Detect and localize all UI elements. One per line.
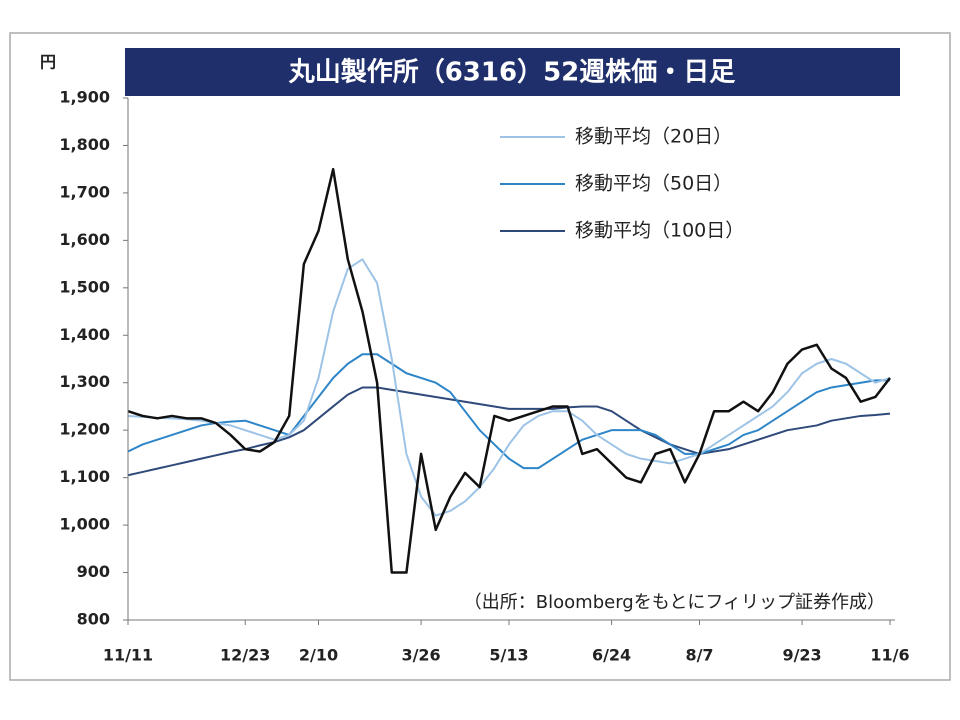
x-tick-label: 3/26 xyxy=(401,646,440,665)
frame xyxy=(9,32,951,681)
x-tick-label: 11/6 xyxy=(870,646,909,665)
y-tick-label: 1,700 xyxy=(59,182,110,201)
y-tick-label: 1,200 xyxy=(59,420,110,439)
x-tick-label: 12/23 xyxy=(220,646,270,665)
y-tick-label: 1,900 xyxy=(59,88,110,107)
x-tick-label: 5/13 xyxy=(489,646,528,665)
x-tick-label: 9/23 xyxy=(782,646,821,665)
x-tick-label: 2/10 xyxy=(299,646,338,665)
ma-line xyxy=(127,353,890,470)
y-tick-label: 1,100 xyxy=(59,467,110,486)
source-note: （出所：Bloombergをもとにフィリップ証券作成） xyxy=(464,592,885,613)
legend-label: 移動平均（20日） xyxy=(575,126,732,148)
x-tick-label: 8/7 xyxy=(685,646,713,665)
y-tick-label: 1,000 xyxy=(59,515,110,534)
y-tick-label: 800 xyxy=(77,610,110,629)
title-bar xyxy=(125,48,900,96)
y-tick-label: 1,600 xyxy=(59,230,110,249)
y-tick-label: 900 xyxy=(77,562,110,581)
y-tick-label: 1,300 xyxy=(59,372,110,391)
x-tick-label: 11/11 xyxy=(103,646,153,665)
y-tick-label: 1,800 xyxy=(59,135,110,154)
y-tick-label: 1,500 xyxy=(59,277,110,296)
price-line xyxy=(127,167,891,574)
y-tick-label: 1,400 xyxy=(59,325,110,344)
legend-label: 移動平均（100日） xyxy=(575,220,744,242)
y-unit: 円 xyxy=(40,53,56,72)
ma-line xyxy=(127,258,891,517)
x-tick-label: 6/24 xyxy=(592,646,631,665)
chart-title: 丸山製作所（6316）52週株価・日足 xyxy=(288,58,736,88)
ma-line xyxy=(127,386,891,477)
legend-label: 移動平均（50日） xyxy=(575,173,732,195)
